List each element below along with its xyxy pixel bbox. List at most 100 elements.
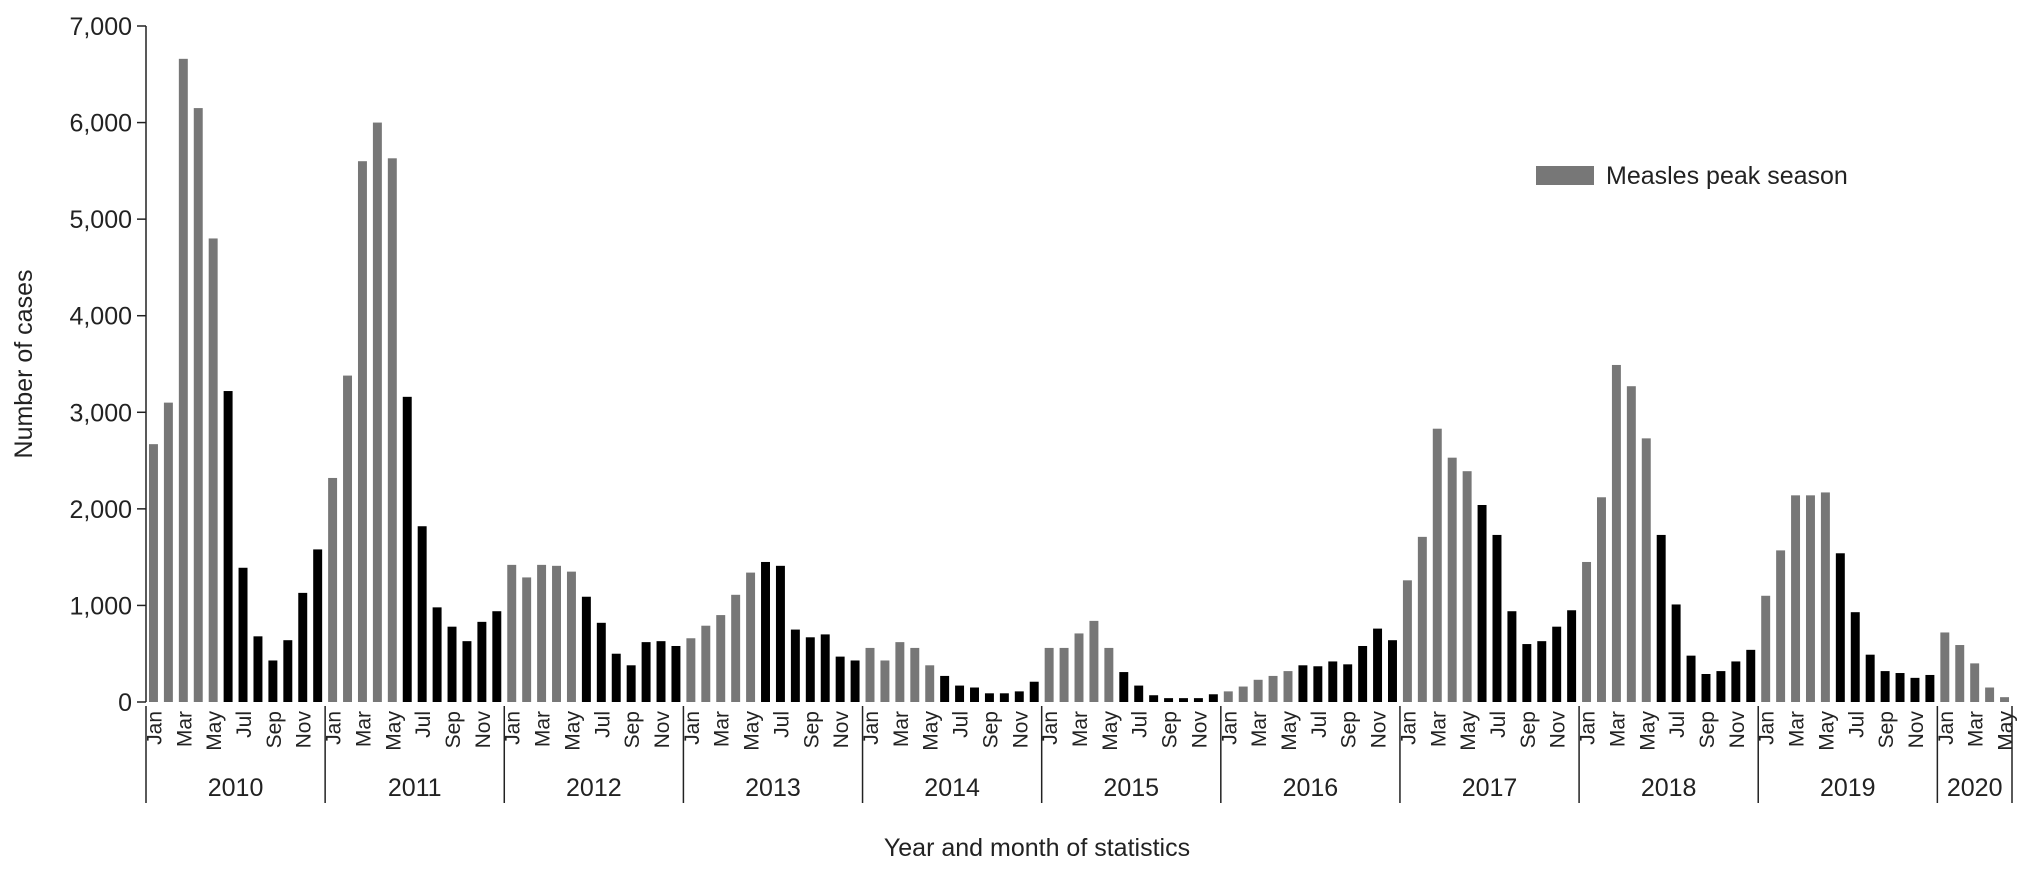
bar [193, 108, 203, 703]
bar [1044, 647, 1054, 702]
x-tick-label: Jul [591, 711, 614, 738]
x-tick-label: Jan [1756, 711, 1779, 745]
bar [1985, 687, 1995, 702]
x-tick-label: Mar [890, 711, 913, 747]
x-tick-label: Jan [1397, 711, 1420, 745]
y-tick-label: 5,000 [69, 206, 132, 234]
year-label: 2018 [1641, 774, 1697, 802]
bar [1373, 628, 1383, 702]
bar [1298, 665, 1308, 702]
x-tick-label: May [1099, 711, 1122, 751]
bar [522, 577, 532, 702]
bar [805, 637, 815, 702]
x-tick-label: Mar [532, 711, 555, 747]
x-tick-label: Jan [681, 711, 704, 745]
bar [1940, 632, 1950, 702]
x-tick-label: Sep [1159, 711, 1182, 748]
bar [1955, 645, 1965, 702]
year-label: 2010 [208, 774, 264, 802]
y-tick-label: 3,000 [69, 399, 132, 427]
bar [1388, 640, 1397, 702]
bar [611, 653, 621, 702]
y-tick-label: 0 [118, 689, 132, 717]
year-label: 2013 [745, 774, 801, 802]
bar [432, 607, 442, 702]
bar [477, 621, 487, 702]
x-tick-label: Mar [1248, 711, 1271, 747]
x-axis-title: Year and month of statistics [884, 834, 1190, 862]
x-tick-label: Jul [1129, 711, 1152, 738]
bar [447, 626, 457, 702]
x-tick-label: Mar [1427, 711, 1450, 747]
bar [1074, 633, 1084, 702]
bar [1686, 655, 1696, 702]
bar [1492, 534, 1502, 702]
bar [566, 571, 576, 702]
bar [775, 565, 785, 702]
bar [537, 564, 547, 702]
bar [507, 564, 517, 702]
bar [1223, 691, 1233, 702]
bar [1343, 664, 1353, 702]
x-tick-label: May [561, 711, 584, 751]
year-label: 2015 [1103, 774, 1159, 802]
bar [1820, 492, 1830, 702]
x-tick-label: Jan [143, 711, 166, 745]
bar [1835, 553, 1845, 702]
x-tick-label: Mar [352, 711, 375, 747]
bar [716, 615, 726, 702]
x-tick-label: May [741, 711, 764, 751]
x-tick-label: Sep [1875, 711, 1898, 748]
bar [238, 567, 248, 702]
x-tick-label: May [203, 711, 226, 751]
bar [1134, 685, 1144, 702]
bar [1462, 471, 1472, 702]
bar [910, 647, 920, 702]
bar [268, 660, 278, 702]
bar [1850, 612, 1860, 702]
bar [1283, 671, 1293, 702]
x-tick-label: Sep [1517, 711, 1540, 748]
bar [1776, 550, 1786, 702]
bar [1089, 620, 1099, 702]
x-tick-label: May [1815, 711, 1838, 751]
bar [402, 396, 412, 702]
x-tick-label: May [1995, 711, 2018, 751]
bar [178, 58, 188, 702]
x-tick-label: Jul [1308, 711, 1331, 738]
x-tick-label: Nov [293, 711, 316, 749]
x-tick-label: Jul [1845, 711, 1868, 738]
x-tick-label: May [1636, 711, 1659, 751]
x-tick-label: Nov [1188, 711, 1211, 749]
bar [1432, 428, 1442, 702]
bar [835, 656, 845, 702]
year-label: 2019 [1820, 774, 1876, 802]
bar [940, 675, 950, 702]
bar [1671, 604, 1681, 702]
bar [1731, 661, 1741, 702]
x-tick-label: Nov [472, 711, 495, 749]
bar [208, 238, 218, 702]
bar [820, 634, 830, 702]
bar [328, 477, 338, 702]
x-tick-label: Mar [1965, 711, 1988, 747]
x-tick-label: Nov [830, 711, 853, 749]
bar [1328, 661, 1338, 702]
bar [163, 402, 173, 702]
x-tick-label: Nov [651, 711, 674, 749]
year-label: 2012 [566, 774, 622, 802]
bar [1641, 438, 1651, 702]
bar [1626, 386, 1636, 702]
bar [790, 629, 800, 702]
x-tick-label: Sep [1338, 711, 1361, 748]
x-tick-label: Jan [1935, 711, 1958, 745]
year-label: 2017 [1462, 774, 1518, 802]
bar [984, 693, 994, 702]
bar [1417, 536, 1427, 702]
x-tick-label: Sep [800, 711, 823, 748]
bar [1014, 691, 1024, 702]
bar [1208, 694, 1218, 702]
x-tick-label: May [920, 711, 943, 751]
bar [1880, 671, 1890, 702]
bar [970, 687, 979, 702]
